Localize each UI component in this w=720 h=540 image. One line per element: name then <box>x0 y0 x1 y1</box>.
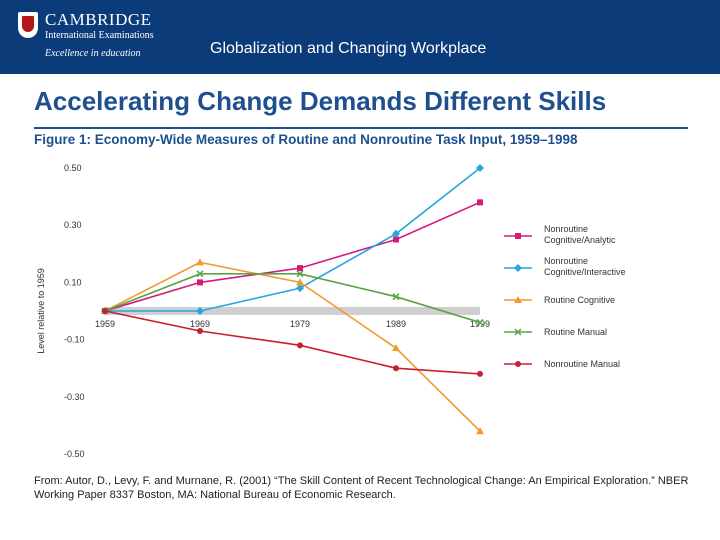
data-point <box>393 365 399 372</box>
line-chart: 0.50 0.30 0.10 -0.10 -0.30 -0.50 Level relati… <box>36 163 626 459</box>
brand-tagline: Excellence in education <box>45 48 141 59</box>
legend-label: Nonroutine <box>544 256 588 266</box>
data-point <box>297 265 303 272</box>
data-point <box>197 328 203 335</box>
banner-title: Globalization and Changing Workplace <box>210 40 487 57</box>
legend-marker <box>515 361 521 367</box>
x-axis-ticks: 1959 1969 1979 1989 1999 <box>95 319 490 329</box>
data-point <box>392 229 400 238</box>
data-point <box>393 236 399 243</box>
title-divider <box>34 127 688 129</box>
series-line <box>104 201 481 312</box>
legend-marker <box>514 264 522 272</box>
y-tick-label: -0.30 <box>64 392 85 402</box>
y-tick-label: -0.50 <box>64 449 85 459</box>
figure-title: Figure 1: Economy-Wide Measures of Routi… <box>34 132 578 147</box>
legend-label: Routine Manual <box>544 327 607 337</box>
crest-logo-icon <box>18 12 38 38</box>
data-point <box>196 270 204 278</box>
data-point <box>102 308 108 314</box>
data-point <box>297 342 303 349</box>
data-point <box>196 307 204 315</box>
y-tick-label: -0.10 <box>64 335 85 345</box>
data-point <box>476 318 484 326</box>
brand-name: CAMBRIDGE <box>45 10 152 29</box>
legend-marker <box>515 233 521 239</box>
source-citation: From: Autor, D., Levy, F. and Murnane, R… <box>34 475 689 501</box>
x-tick-label: 1959 <box>95 319 115 329</box>
data-point <box>392 293 400 301</box>
data-point <box>196 258 204 266</box>
data-point <box>296 270 304 278</box>
series-line <box>104 261 481 432</box>
zero-baseline <box>105 307 480 315</box>
data-point <box>477 370 483 377</box>
data-point <box>476 427 484 435</box>
header-banner: CAMBRIDGE International Examinations Exc… <box>0 0 720 74</box>
y-axis-label: Level relative to 1959 <box>36 268 46 354</box>
legend-marker <box>514 328 522 336</box>
data-point <box>296 278 304 286</box>
x-tick-label: 1989 <box>386 319 406 329</box>
y-tick-label: 0.10 <box>64 277 82 287</box>
x-tick-label: 1969 <box>190 319 210 329</box>
y-tick-label: 0.50 <box>64 163 82 173</box>
x-tick-label: 1999 <box>470 319 490 329</box>
legend-label: Nonroutine Manual <box>544 359 620 369</box>
series-lines <box>101 164 484 435</box>
legend-label: Cognitive/Analytic <box>544 235 616 245</box>
legend-label: Nonroutine <box>544 224 588 234</box>
data-point <box>296 284 304 293</box>
x-tick-label: 1979 <box>290 319 310 329</box>
y-axis-ticks: 0.50 0.30 0.10 -0.10 -0.30 -0.50 <box>64 163 85 459</box>
legend-label: Cognitive/Interactive <box>544 267 626 277</box>
data-point <box>476 164 484 172</box>
data-point <box>392 344 400 352</box>
y-tick-label: 0.30 <box>64 220 82 230</box>
legend-marker <box>514 296 522 303</box>
slide-title: Accelerating Change Demands Different Sk… <box>34 86 607 116</box>
data-point <box>197 279 203 286</box>
data-point <box>477 199 483 206</box>
legend: NonroutineCognitive/AnalyticNonroutineCo… <box>504 224 626 369</box>
legend-label: Routine Cognitive <box>544 295 615 305</box>
brand-subtitle: International Examinations <box>45 30 154 41</box>
